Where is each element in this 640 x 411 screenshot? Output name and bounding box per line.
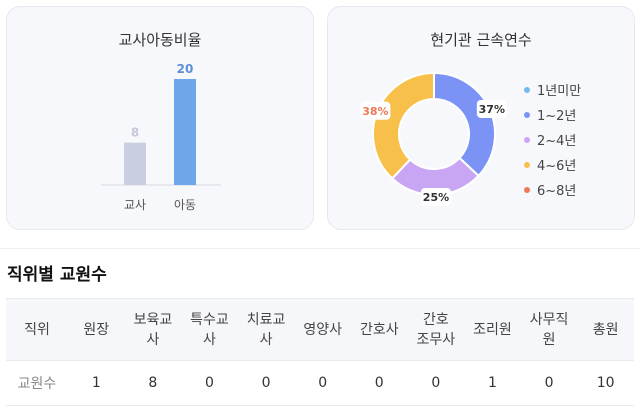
legend-dot-icon [524,86,530,93]
svg-text:37%: 37% [479,103,505,116]
table-cell: 0 [181,360,238,406]
legend-label: 2~4년 [537,134,577,149]
teacher-child-bar-chart: 8 교사 20 아동 [101,62,221,212]
bar-value-label: 20 [177,62,194,76]
tenure-legend: 1년미만 1~2년 2~4년 4~6년 6~8년 [524,77,581,202]
table-cell: 0 [350,360,408,406]
legend-item: 4~6년 [524,152,581,177]
legend-label: 1~2년 [537,109,577,124]
header-cell: 영양사 [294,298,351,361]
bar-아동 [174,79,196,185]
header-cell: 총원 [577,298,634,361]
header-cell: 간호 조무사 [407,298,465,361]
svg-text:25%: 25% [423,191,449,204]
header-cell: 원장 [68,298,125,361]
table-cell: 1 [68,360,125,406]
legend-item: 6~8년 [524,177,581,202]
table-cell: 1 [464,360,521,406]
legend-dot-icon [524,136,530,143]
header-cell: 치료교 사 [237,298,295,361]
table-cell: 0 [237,360,295,406]
legend-item: 1년미만 [524,77,581,102]
legend-dot-icon [524,186,530,193]
table-cell: 0 [407,360,465,406]
teacher-child-title: 교사아동비율 [118,31,202,49]
tenure-donut-chart: 37% 25% 38% [360,71,507,206]
header-cell: 사무직 원 [520,298,578,361]
table-cell: 0 [294,360,351,406]
section-divider [0,248,640,249]
donut-slice-1~2년 [433,71,496,178]
staff-section-title: 직위별 교원수 [7,265,107,285]
legend-dot-icon [524,161,530,168]
table-cell: 10 [577,360,634,406]
bar-category-label: 교사 [124,198,146,212]
header-cell: 조리원 [464,298,521,361]
header-cell: 보육교 사 [124,298,182,361]
donut-slice-4~6년 [372,71,435,180]
header-cell-position: 직위 [6,298,68,361]
staff-table-header: 직위 원장 보육교 사 특수교 사 치료교 사 영양사 간호사 간호 조무사 조리원 사무직 원 총원 [6,298,634,361]
header-cell: 특수교 사 [181,298,238,361]
bar-category-label: 아동 [174,198,196,212]
legend-label: 6~8년 [537,184,577,199]
donut-slice-label: 38% [360,101,391,120]
legend-item: 2~4년 [524,127,581,152]
row-label: 교원수 [6,360,68,406]
legend-label: 1년미만 [537,84,582,99]
svg-text:38%: 38% [362,105,388,118]
legend-dot-icon [524,111,530,118]
teacher-child-card: 교사아동비율 8 교사 20 아동 [6,6,314,230]
tenure-card: 현기관 근속연수 37% 25% 38% 1년미만 1~2년 2~4년 4~6년 6~8년 [327,6,635,230]
donut-slice-label: 25% [420,187,451,206]
table-cell: 8 [124,360,182,406]
table-row: 교원수 1 8 0 0 0 0 0 1 0 10 [6,360,634,406]
bar-value-label: 8 [131,126,139,140]
donut-slice-label: 37% [476,99,507,118]
legend-item: 1~2년 [524,102,581,127]
staff-table: 직위 원장 보육교 사 특수교 사 치료교 사 영양사 간호사 간호 조무사 조리원 사무직 원 총원 교원… [6,298,634,406]
header-cell: 간호사 [350,298,408,361]
legend-label: 4~6년 [537,159,577,174]
table-cell: 0 [520,360,578,406]
tenure-title: 현기관 근속연수 [430,31,532,49]
bar-교사 [124,142,146,185]
